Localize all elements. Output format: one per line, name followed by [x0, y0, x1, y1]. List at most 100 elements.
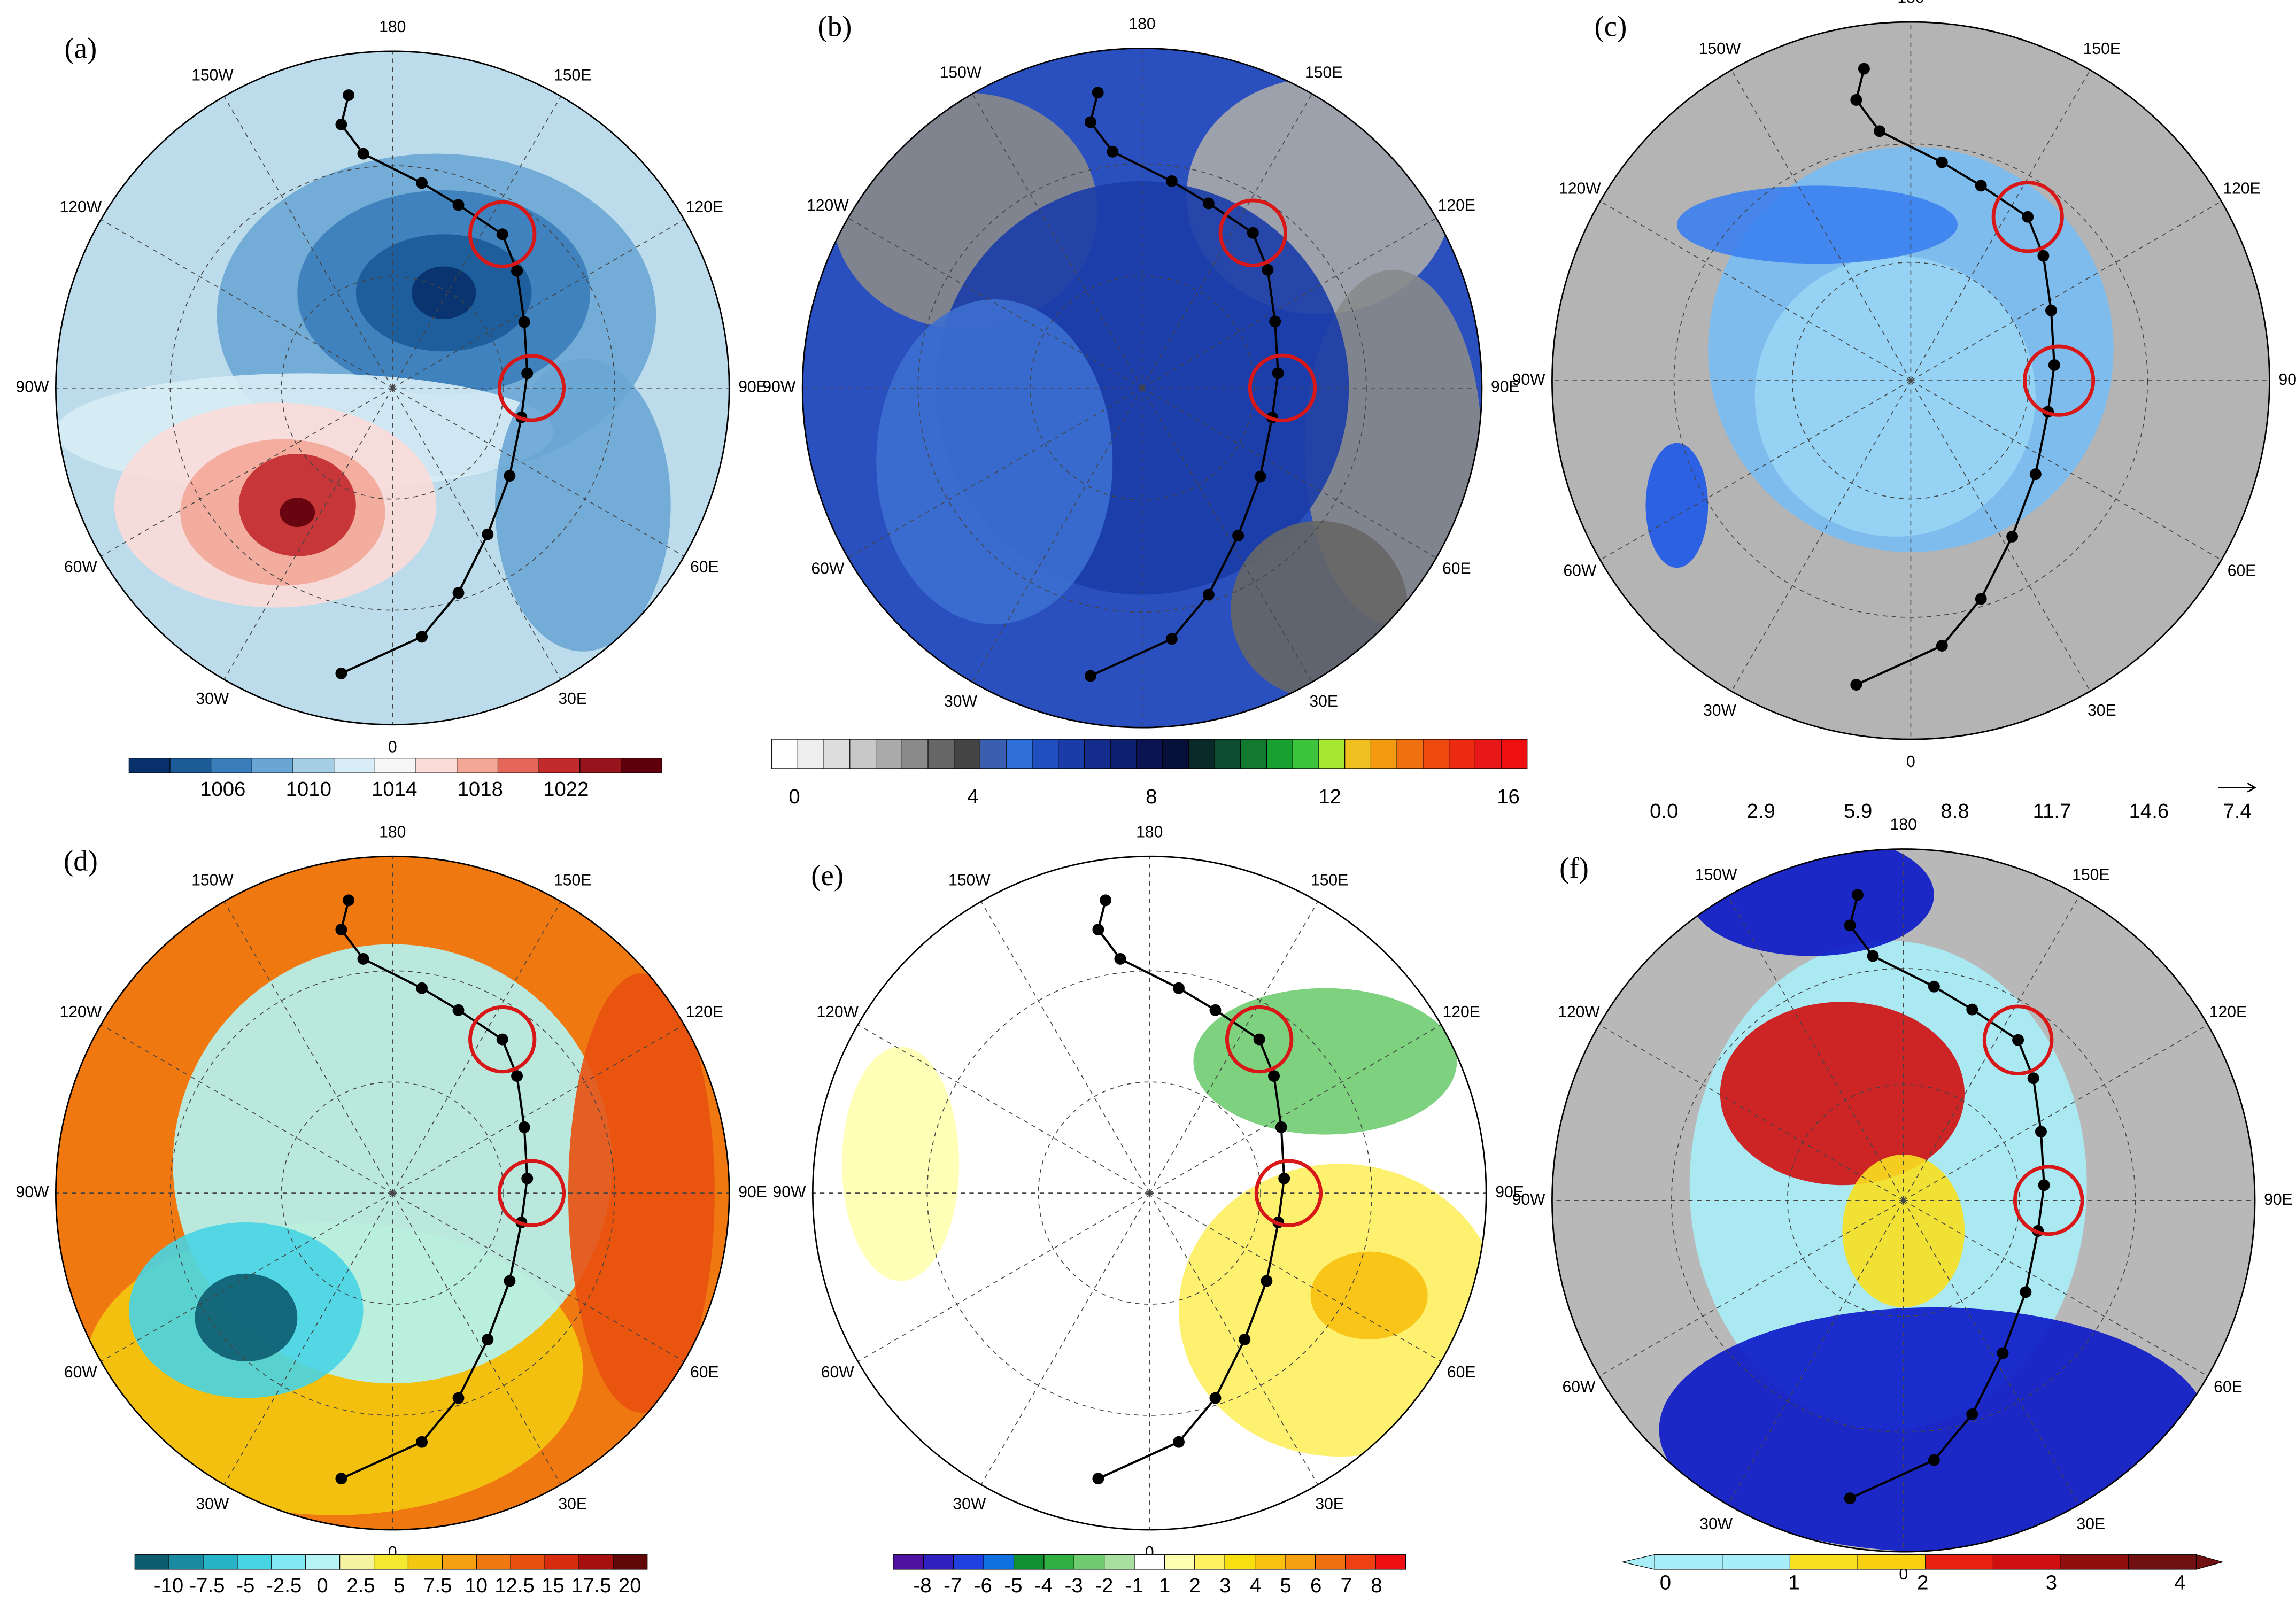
longitude-label: 90E — [2264, 1191, 2293, 1209]
longitude-label: 0 — [1906, 753, 1915, 771]
colorbar-label: 11.7 — [2033, 800, 2071, 823]
meridian — [392, 219, 685, 389]
colorbar-segment — [1084, 739, 1111, 769]
colorbar-segment — [271, 1554, 306, 1570]
colorbar-label: -8 — [914, 1574, 932, 1597]
longitude-label: 180 — [1890, 816, 1917, 834]
colorbar-segment — [2128, 1554, 2197, 1570]
meridian — [1149, 1192, 1318, 1485]
meridian — [1731, 380, 1912, 692]
highlight-circle — [497, 1159, 566, 1227]
colorbar-label: 14.6 — [2129, 800, 2169, 823]
colorbar-segment — [2060, 1554, 2129, 1570]
track-marker — [416, 177, 428, 189]
colorbar-segment — [901, 739, 929, 769]
track-marker — [511, 1070, 523, 1082]
track-marker — [482, 528, 494, 540]
longitude-label: 30W — [944, 693, 977, 710]
longitude-label: 150E — [2072, 866, 2109, 884]
track-marker — [1975, 180, 1987, 192]
highlight-circle — [1991, 181, 2064, 253]
colorbar-label: -10 — [154, 1574, 183, 1597]
meridian — [392, 96, 561, 389]
colorbar-segment — [442, 1554, 477, 1570]
longitude-label: 120E — [686, 1003, 723, 1021]
track-marker — [452, 587, 465, 599]
field-region — [1689, 849, 1934, 956]
meridian — [1141, 94, 1312, 389]
colorbar-segment — [1857, 1554, 1926, 1570]
longitude-label: 180 — [1128, 16, 1155, 33]
longitude-label: 60W — [64, 559, 97, 576]
meridian — [1910, 380, 2091, 692]
field-region — [411, 266, 476, 320]
field-region — [1676, 185, 1958, 264]
colorbar-segment — [613, 1554, 648, 1570]
longitude-label: 150W — [191, 66, 234, 84]
track-marker — [1850, 94, 1862, 106]
map-border — [801, 48, 1483, 729]
longitude-label: 120W — [59, 198, 102, 216]
track-marker — [2006, 530, 2019, 543]
colorbar-label: 2 — [1917, 1571, 1928, 1594]
colorbar-label: 7.5 — [423, 1574, 452, 1597]
meridian — [1599, 1200, 1904, 1377]
colorbar-segment — [620, 758, 662, 773]
latitude-line — [1038, 1081, 1261, 1305]
map — [1552, 22, 2270, 740]
meridian — [392, 1192, 685, 1362]
colorbar-segment — [1345, 1554, 1376, 1570]
colorbar-segment — [953, 1554, 984, 1570]
map — [813, 856, 1487, 1530]
colorbar-label: 4 — [2174, 1571, 2185, 1594]
colorbar-segment — [544, 1554, 579, 1570]
colorbar-label: 16 — [1497, 785, 1520, 808]
track-marker — [1100, 894, 1112, 907]
colorbar-label: -5 — [236, 1574, 254, 1597]
colorbar-label: 3 — [2046, 1571, 2057, 1594]
meridian — [1910, 69, 2091, 381]
track-marker — [1966, 1408, 1978, 1420]
track-marker — [1202, 197, 1215, 210]
colorbar-segment — [1188, 739, 1215, 769]
meridian — [857, 1192, 1150, 1362]
meridian — [392, 901, 561, 1194]
panel: (e) 180 150W 150E 120W 120E 90W 90E 60W 60E 30W 30E… — [773, 823, 1524, 1597]
meridian — [847, 218, 1142, 389]
colorbar-segment — [1722, 1554, 1791, 1570]
longitude-label: 120E — [1438, 197, 1475, 214]
colorbar-segment — [1224, 1554, 1256, 1570]
latitude-line — [917, 163, 1367, 613]
track-marker — [335, 1473, 347, 1485]
track-marker — [1844, 1492, 1856, 1505]
meridian — [1903, 896, 2080, 1201]
track-marker — [1928, 980, 1940, 993]
longitude-label: 120W — [1559, 180, 1601, 198]
field-region — [876, 299, 1113, 624]
colorbar-segment — [771, 739, 798, 769]
track-marker — [496, 228, 508, 241]
latitude-line — [281, 1081, 504, 1305]
colorbar-segment — [1013, 1554, 1045, 1570]
track-marker — [1232, 530, 1244, 542]
colorbar-segment — [1654, 1554, 1723, 1570]
longitude-label: 90E — [738, 378, 767, 396]
meridian — [1731, 69, 1912, 381]
longitude-label: 30W — [196, 690, 229, 708]
panel: (a) 180 150W 150E 120W 120E 90W 90E 60W 60E 30W 30E… — [16, 18, 767, 801]
track-marker — [1092, 87, 1104, 99]
colorbar-label: 2 — [1189, 1574, 1201, 1597]
colorbar-segment — [1255, 1554, 1286, 1570]
track-marker — [496, 1033, 508, 1046]
track-marker — [1114, 952, 1126, 965]
longitude-label: 180 — [1897, 0, 1924, 6]
meridian — [392, 388, 561, 680]
colorbar-segment — [237, 1554, 272, 1570]
track-marker — [521, 367, 534, 380]
track-marker — [2020, 1286, 2032, 1298]
track-marker — [1261, 1275, 1273, 1287]
track-marker — [1852, 889, 1864, 901]
longitude-label: 150E — [554, 66, 591, 84]
meridian — [1599, 200, 1911, 381]
